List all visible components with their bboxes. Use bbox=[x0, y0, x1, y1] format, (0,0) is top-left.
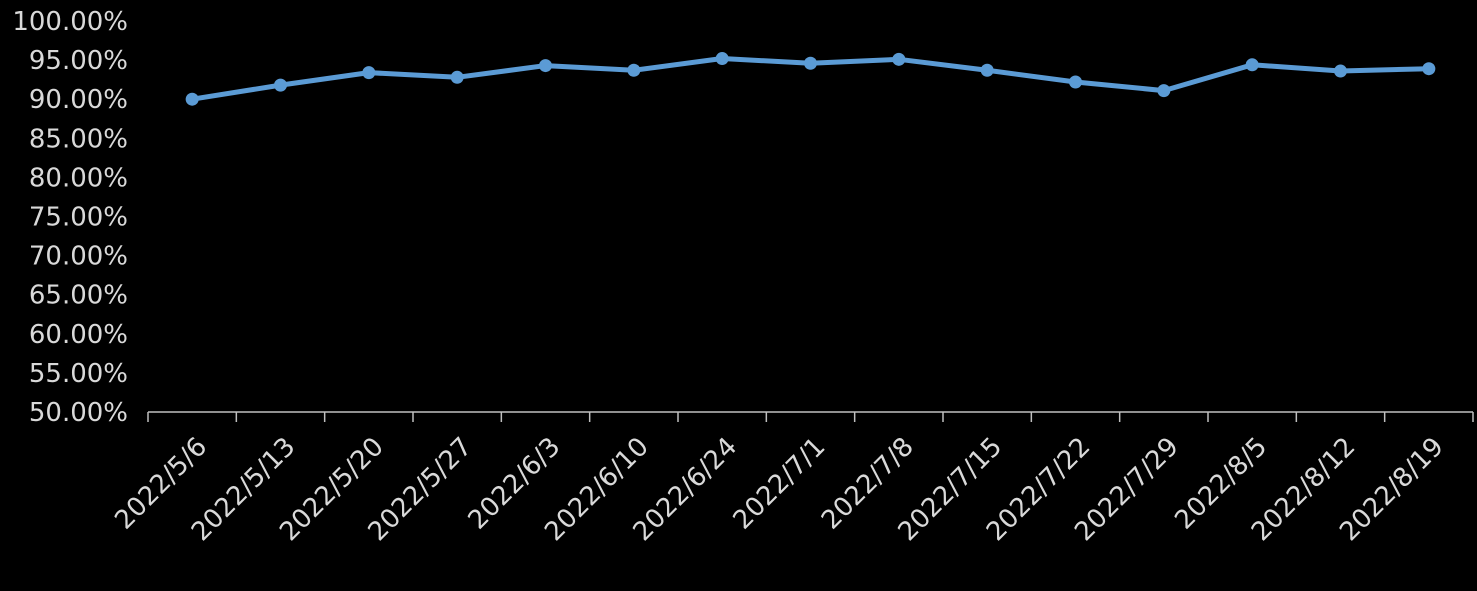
data-point bbox=[1157, 84, 1171, 98]
data-point bbox=[362, 66, 376, 80]
data-point bbox=[1422, 62, 1436, 76]
y-tick-label: 65.00% bbox=[29, 281, 128, 311]
data-point bbox=[274, 78, 287, 92]
y-axis: 100.00% 95.00% 90.00% 85.00% 80.00% 75.00% 70.… bbox=[12, 7, 128, 428]
data-point bbox=[715, 52, 729, 66]
data-point bbox=[627, 63, 641, 77]
data-point bbox=[450, 70, 464, 84]
data-point bbox=[1245, 58, 1259, 72]
series-layer bbox=[185, 52, 1436, 106]
y-tick-label: 75.00% bbox=[29, 203, 128, 233]
y-tick-label: 90.00% bbox=[29, 85, 128, 115]
data-point bbox=[539, 59, 552, 73]
y-tick-label: 50.00% bbox=[29, 398, 128, 428]
y-tick-label: 80.00% bbox=[29, 163, 128, 193]
y-tick-label: 70.00% bbox=[29, 242, 128, 272]
data-point bbox=[804, 56, 817, 70]
data-point bbox=[980, 63, 994, 77]
y-tick-label: 55.00% bbox=[29, 359, 128, 389]
y-tick-label: 95.00% bbox=[29, 46, 128, 76]
y-tick-label: 85.00% bbox=[29, 124, 128, 154]
data-point bbox=[1334, 64, 1347, 78]
y-tick-label: 100.00% bbox=[12, 7, 128, 37]
y-tick-label: 60.00% bbox=[29, 320, 128, 350]
data-point bbox=[185, 92, 199, 106]
data-point bbox=[1069, 75, 1082, 89]
data-point bbox=[892, 52, 906, 66]
